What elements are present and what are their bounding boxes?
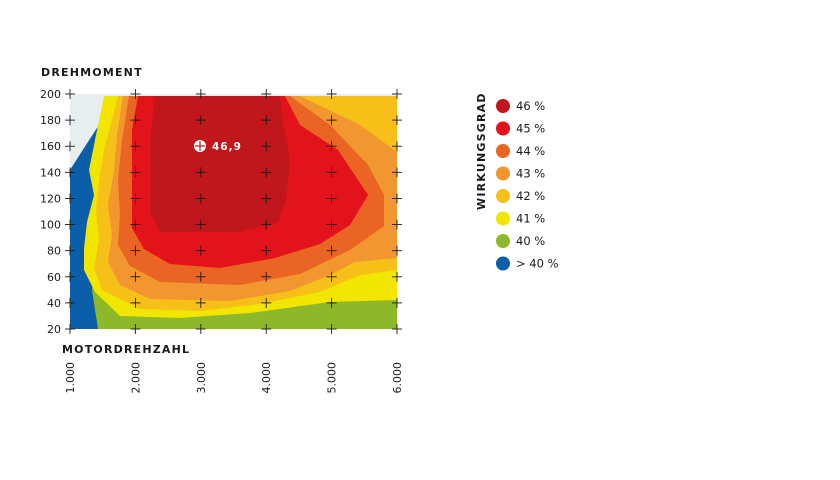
y-tick-label: 160 bbox=[40, 140, 61, 153]
legend-swatch bbox=[496, 211, 510, 226]
legend-swatch bbox=[496, 144, 510, 158]
legend-swatch bbox=[496, 166, 510, 181]
x-tick-label: 6.000 bbox=[391, 362, 404, 394]
grid-markers bbox=[65, 89, 402, 334]
legend-swatch bbox=[496, 234, 510, 248]
contour-plot: 46,9 bbox=[65, 89, 402, 334]
y-axis-title: DREHMOMENT bbox=[41, 66, 143, 79]
legend-label: > 40 % bbox=[516, 257, 559, 271]
legend-swatch bbox=[496, 189, 510, 203]
y-tick-labels: 20 40 60 80 100 120 140 160 180 200 bbox=[40, 88, 61, 336]
y-tick-label: 180 bbox=[40, 114, 61, 127]
x-tick-label: 5.000 bbox=[326, 362, 339, 394]
legend-swatch bbox=[496, 121, 510, 136]
x-tick-label: 4.000 bbox=[260, 362, 273, 394]
legend-label: 44 % bbox=[516, 144, 545, 158]
y-tick-label: 60 bbox=[47, 271, 61, 284]
legend-title: WIRKUNGSGRAD bbox=[475, 92, 488, 210]
y-tick-label: 140 bbox=[40, 166, 61, 179]
y-tick-label: 80 bbox=[47, 245, 61, 258]
x-tick-label: 1.000 bbox=[64, 362, 77, 394]
legend-label: 46 % bbox=[516, 99, 545, 113]
x-tick-label: 2.000 bbox=[129, 362, 142, 394]
legend-label: 43 % bbox=[516, 167, 545, 181]
y-tick-label: 200 bbox=[40, 88, 61, 101]
legend-label: 42 % bbox=[516, 189, 545, 203]
peak-annotation: 46,9 bbox=[194, 140, 242, 153]
legend-label: 41 % bbox=[516, 212, 545, 226]
x-axis-title: MOTORDREHZAHL bbox=[62, 343, 190, 356]
legend: WIRKUNGSGRAD 46 % 45 % 44 % 43 % 42 % 41 % 40 … bbox=[475, 92, 559, 271]
y-tick-label: 40 bbox=[47, 297, 61, 310]
x-tick-labels: 1.000 2.000 3.000 4.000 5.000 6.000 bbox=[64, 362, 404, 394]
legend-label: 45 % bbox=[516, 122, 545, 136]
x-tick-label: 3.000 bbox=[195, 362, 208, 394]
legend-swatch bbox=[496, 256, 510, 271]
peak-label: 46,9 bbox=[212, 141, 242, 153]
legend-label: 40 % bbox=[516, 234, 545, 248]
band-46 bbox=[150, 96, 290, 232]
legend-swatch bbox=[496, 99, 510, 113]
y-tick-label: 20 bbox=[47, 323, 61, 336]
y-tick-label: 120 bbox=[40, 192, 61, 205]
y-tick-label: 100 bbox=[40, 219, 61, 232]
